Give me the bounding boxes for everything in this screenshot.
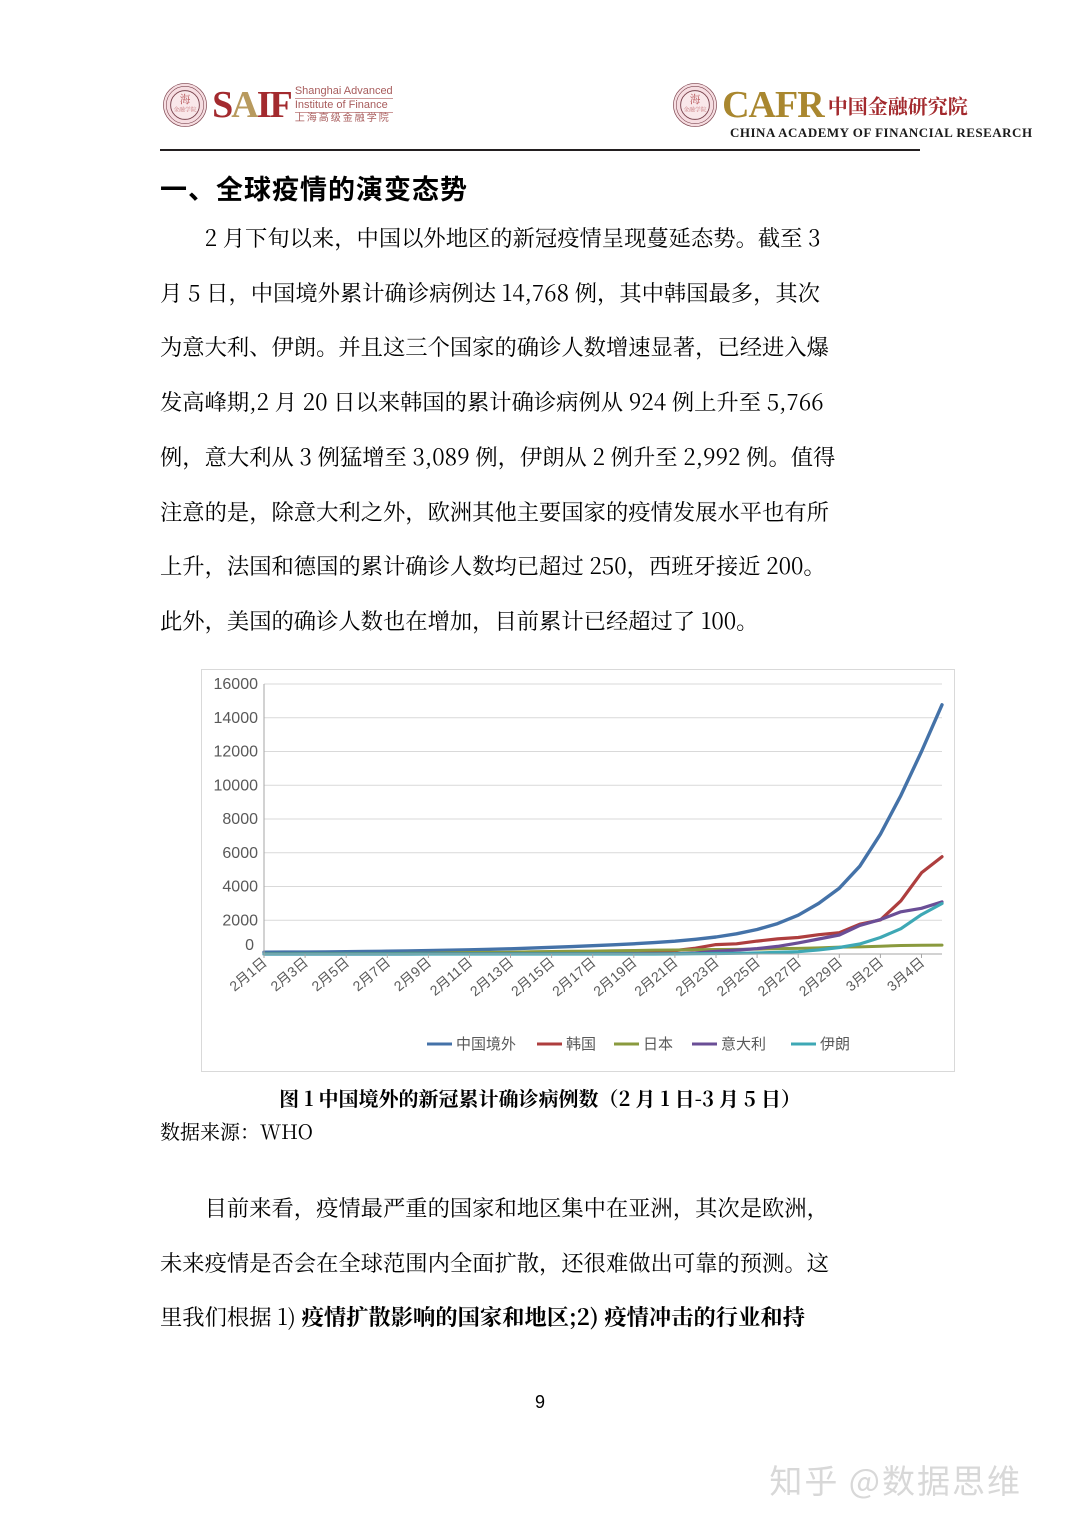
svg-text:2月19日: 2月19日	[590, 954, 640, 999]
svg-text:4000: 4000	[222, 879, 258, 896]
svg-text:日本: 日本	[643, 1036, 673, 1053]
svg-text:意大利: 意大利	[721, 1035, 766, 1053]
svg-text:8000: 8000	[222, 811, 258, 828]
svg-text:2月29日: 2月29日	[796, 954, 846, 999]
svg-text:2月11日: 2月11日	[427, 954, 476, 999]
svg-text:韩国: 韩国	[566, 1036, 596, 1053]
svg-text:2月7日: 2月7日	[350, 954, 394, 994]
svg-text:2000: 2000	[222, 912, 258, 929]
svg-text:2月23日: 2月23日	[672, 954, 722, 999]
svg-text:3月2日: 3月2日	[843, 954, 887, 994]
svg-text:2月21日: 2月21日	[631, 954, 681, 999]
svg-text:金融学院: 金融学院	[174, 105, 197, 114]
svg-text:金融学院: 金融学院	[684, 105, 707, 114]
svg-text:6000: 6000	[222, 845, 258, 862]
svg-text:中国境外: 中国境外	[456, 1035, 516, 1053]
svg-text:0: 0	[245, 937, 254, 954]
svg-text:2月1日: 2月1日	[226, 954, 270, 994]
svg-text:14000: 14000	[214, 710, 259, 727]
svg-text:2月13日: 2月13日	[467, 954, 517, 999]
svg-text:伊朗: 伊朗	[820, 1036, 850, 1053]
svg-text:16000: 16000	[214, 676, 259, 693]
svg-text:2月3日: 2月3日	[267, 954, 311, 994]
svg-text:2月25日: 2月25日	[713, 954, 763, 999]
svg-text:2月5日: 2月5日	[308, 954, 352, 994]
svg-text:2月27日: 2月27日	[755, 954, 805, 999]
svg-text:2月15日: 2月15日	[508, 954, 558, 999]
svg-text:12000: 12000	[214, 744, 259, 761]
svg-text:10000: 10000	[214, 777, 259, 794]
svg-text:3月4日: 3月4日	[884, 954, 928, 994]
svg-text:2月17日: 2月17日	[549, 954, 599, 999]
